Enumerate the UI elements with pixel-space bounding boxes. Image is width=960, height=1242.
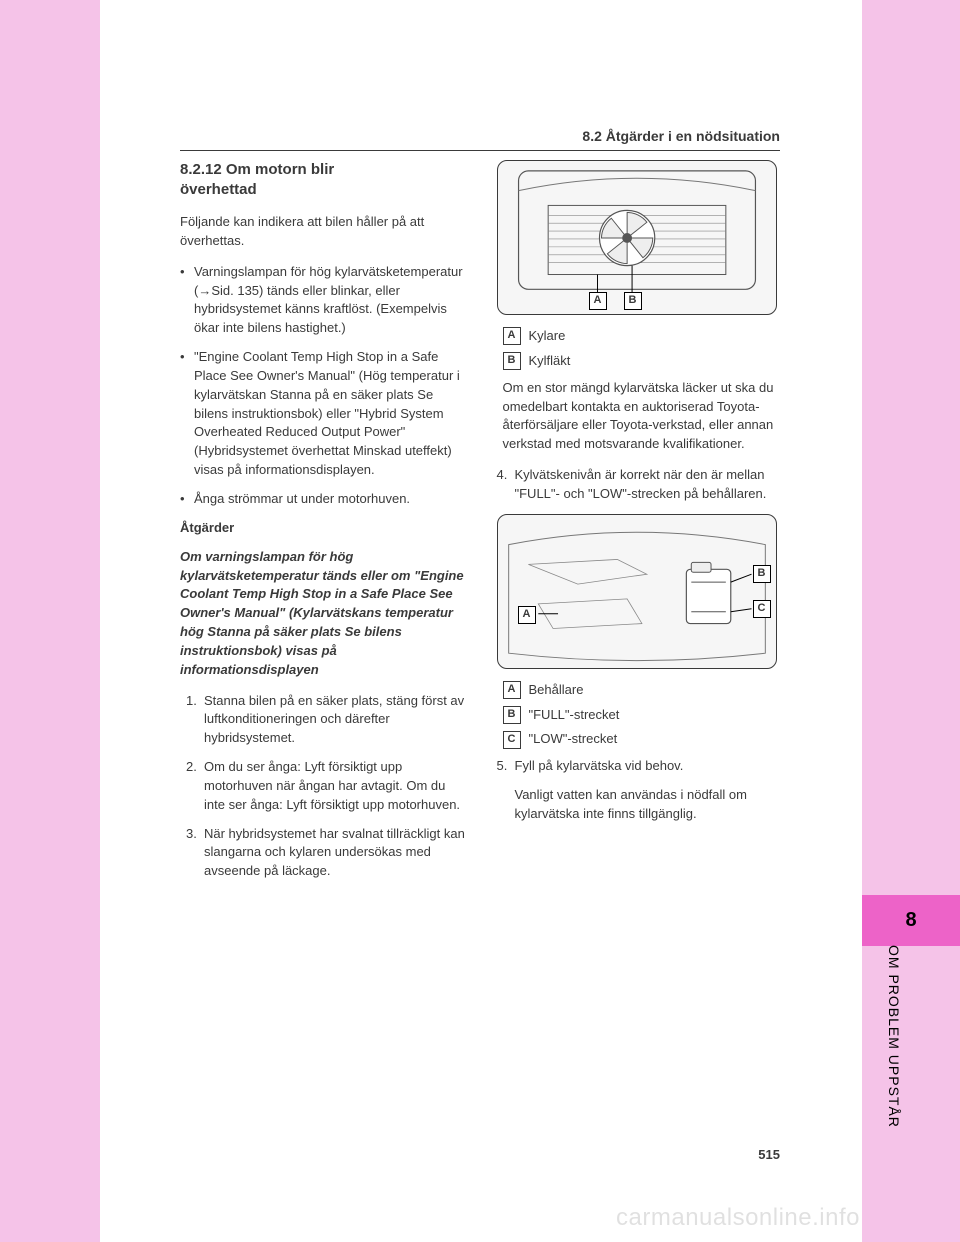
italic-heading: Om varningslampan för hög kylarvätsketem… (180, 548, 469, 680)
figure-callout-b: B (624, 292, 642, 310)
figure-radiator: A B (497, 160, 777, 315)
section-title: 8.2.12 Om motorn blir överhettad (180, 160, 469, 199)
bullet-item: • "Engine Coolant Temp High Stop in a Sa… (180, 348, 469, 480)
page-number: 515 (180, 1147, 780, 1162)
legend-text: "FULL"-strecket (529, 706, 620, 725)
legend-letter: A (503, 327, 521, 345)
right-column: A B A Kylare B Kylfläkt Om en stor mängd… (497, 160, 786, 891)
step-number: 3. (186, 825, 204, 882)
step-text: När hybridsystemet har svalnat tillräckl… (204, 825, 469, 882)
figure-reservoir: A B C (497, 514, 777, 669)
sidebar-left (0, 0, 100, 1242)
step-item: 5. Fyll på kylarvätska vid behov. (497, 757, 786, 776)
step-text: Om du ser ånga: Lyft försiktigt upp moto… (204, 758, 469, 815)
step-number: 4. (497, 466, 515, 504)
legend-letter: B (503, 352, 521, 370)
bullet-item: • Ånga strömmar ut under motorhuven. (180, 490, 469, 509)
bullet-text: "Engine Coolant Temp High Stop in a Safe… (194, 348, 469, 480)
chapter-number: 8 (862, 909, 960, 932)
step-item: 1. Stanna bilen på en säker plats, stäng… (186, 692, 469, 749)
legend-text: Kylfläkt (529, 352, 571, 371)
legend-text: "LOW"-strecket (529, 730, 618, 749)
legend-letter: B (503, 706, 521, 724)
page-header: 8.2 Åtgärder i en nödsituation (180, 128, 780, 151)
chapter-tab: 8 (862, 895, 960, 946)
step-item: 4. Kylvätskenivån är korrekt när den är … (497, 466, 786, 504)
figure-callout-c: C (753, 600, 771, 618)
legend-letter: C (503, 731, 521, 749)
legend-letter: A (503, 681, 521, 699)
page-body: 8.2.12 Om motorn blir överhettad Följand… (180, 160, 785, 891)
step-description: Vanligt vatten kan användas i nödfall om… (515, 786, 786, 824)
step-number: 1. (186, 692, 204, 749)
chapter-label-vertical: OM PROBLEM UPPSTÅR (886, 945, 902, 1128)
bullet-icon: • (180, 490, 194, 509)
intro-text: Följande kan indikera att bilen håller p… (180, 213, 469, 251)
figure-callout-a: A (589, 292, 607, 310)
section-title-line1: 8.2.12 Om motorn blir (180, 161, 334, 178)
bullet-item: • Varningslampan för hög kylarvätsketemp… (180, 263, 469, 338)
bullet-icon: • (180, 348, 194, 480)
figure-callout-a: A (518, 606, 536, 624)
legend-row: C "LOW"-strecket (503, 730, 786, 749)
legend-row: B "FULL"-strecket (503, 706, 786, 725)
step-number: 2. (186, 758, 204, 815)
step-number: 5. (497, 757, 515, 776)
sub-heading: Åtgärder (180, 519, 469, 538)
step-text: Stanna bilen på en säker plats, stäng fö… (204, 692, 469, 749)
figure-description: Om en stor mängd kylarvätska läcker ut s… (503, 379, 786, 454)
step-text: Fyll på kylarvätska vid behov. (515, 757, 786, 776)
step-item: 3. När hybridsystemet har svalnat tillrä… (186, 825, 469, 882)
bullet-icon: • (180, 263, 194, 338)
legend-row: A Behållare (503, 681, 786, 700)
step-item: 2. Om du ser ånga: Lyft försiktigt upp m… (186, 758, 469, 815)
left-column: 8.2.12 Om motorn blir överhettad Följand… (180, 160, 469, 891)
bullet-text: Ånga strömmar ut under motorhuven. (194, 490, 469, 509)
figure-callout-b: B (753, 565, 771, 583)
section-title-line2: överhettad (180, 181, 257, 198)
legend-text: Behållare (529, 681, 584, 700)
legend-row: B Kylfläkt (503, 352, 786, 371)
watermark: carmanualsonline.info (616, 1204, 860, 1232)
reservoir-illustration (498, 515, 776, 668)
sidebar-right (862, 0, 960, 1242)
legend-row: A Kylare (503, 327, 786, 346)
bullet-text: Varningslampan för hög kylarvätsketemper… (194, 263, 469, 338)
step-text: Kylvätskenivån är korrekt när den är mel… (515, 466, 786, 504)
legend-text: Kylare (529, 327, 566, 346)
